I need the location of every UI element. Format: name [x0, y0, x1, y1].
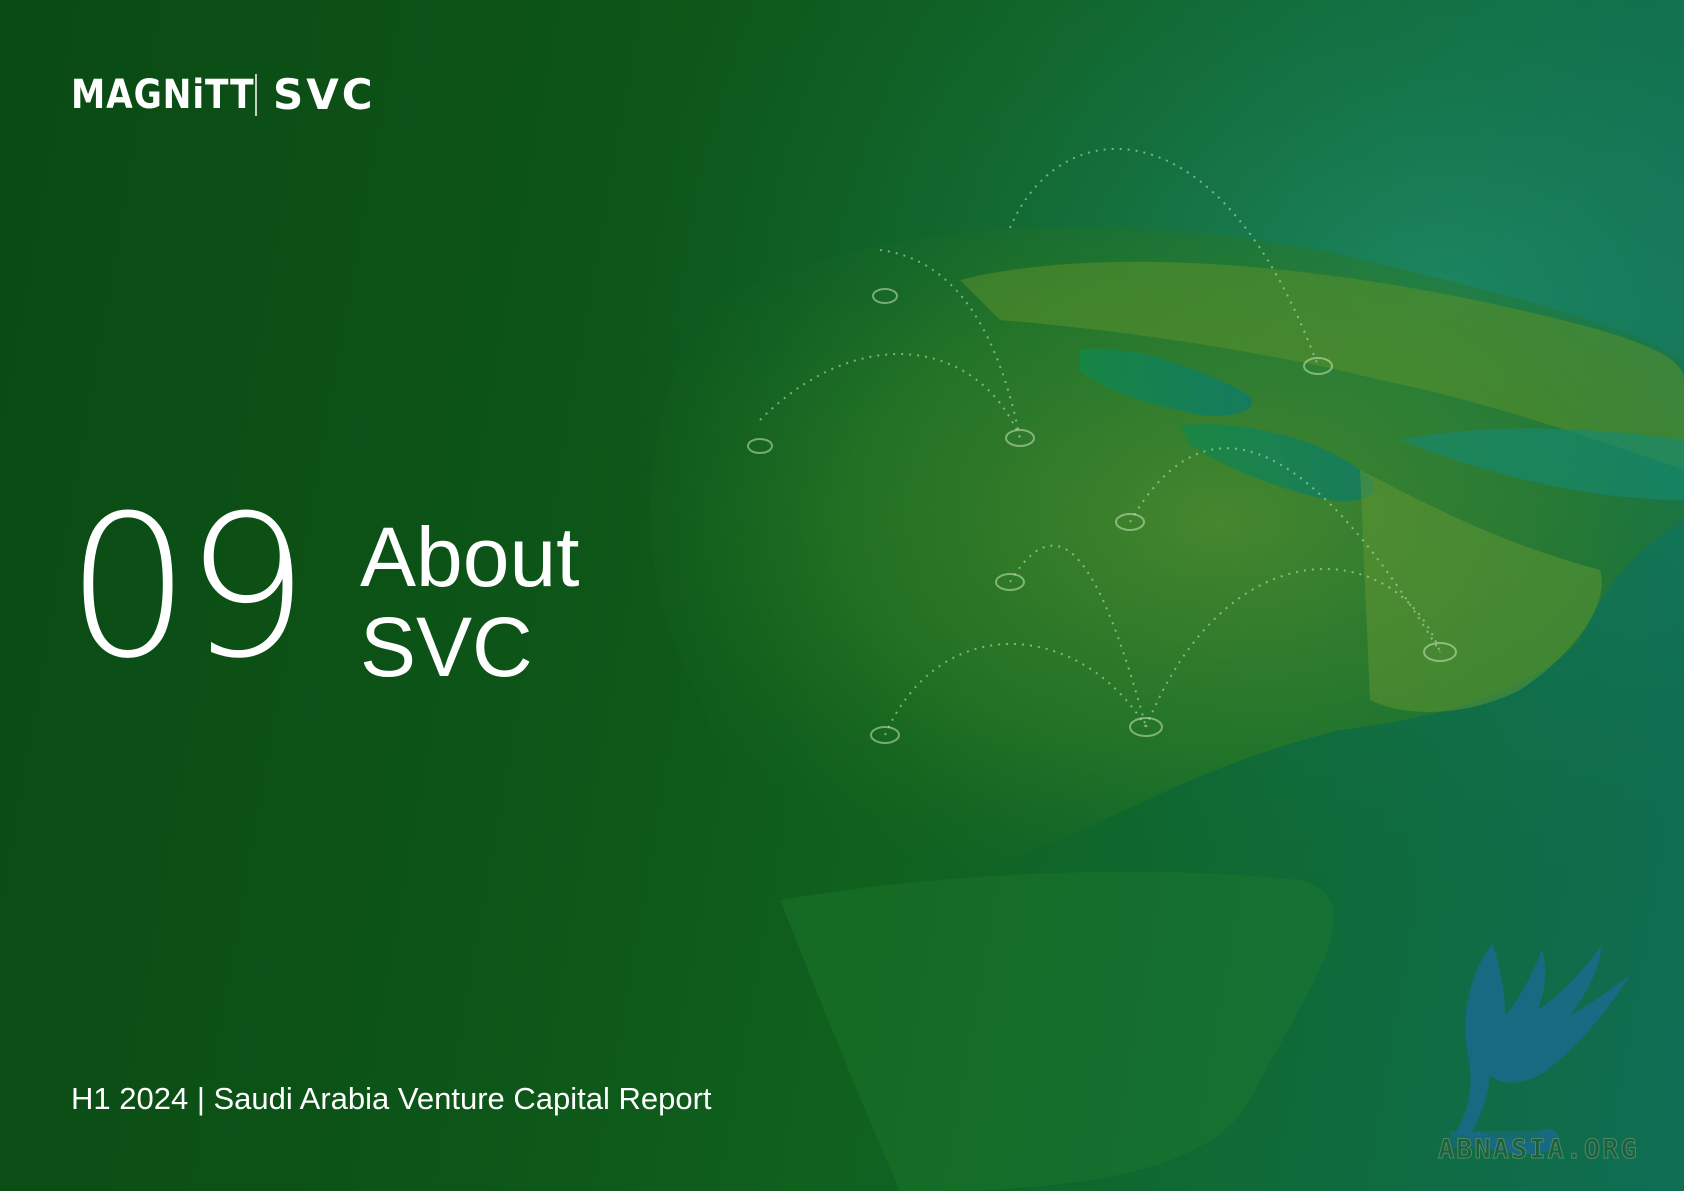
section-number: 09 [66, 474, 309, 702]
section-title-line-2: SVC [360, 600, 533, 694]
logo-divider [255, 74, 257, 116]
griffin-logo-icon [1450, 943, 1630, 1155]
watermark-text: ABNASIA.ORG [1438, 1134, 1639, 1166]
section-title: About SVC [360, 512, 580, 692]
magnitt-logo: MAGNiTT [71, 72, 255, 118]
header-logos: MAGNiTT SVC [71, 70, 376, 119]
section-title-line-1: About [360, 510, 580, 604]
report-footer-label: H1 2024 | Saudi Arabia Venture Capital R… [71, 1081, 712, 1116]
svc-logo: SVC [273, 70, 376, 119]
